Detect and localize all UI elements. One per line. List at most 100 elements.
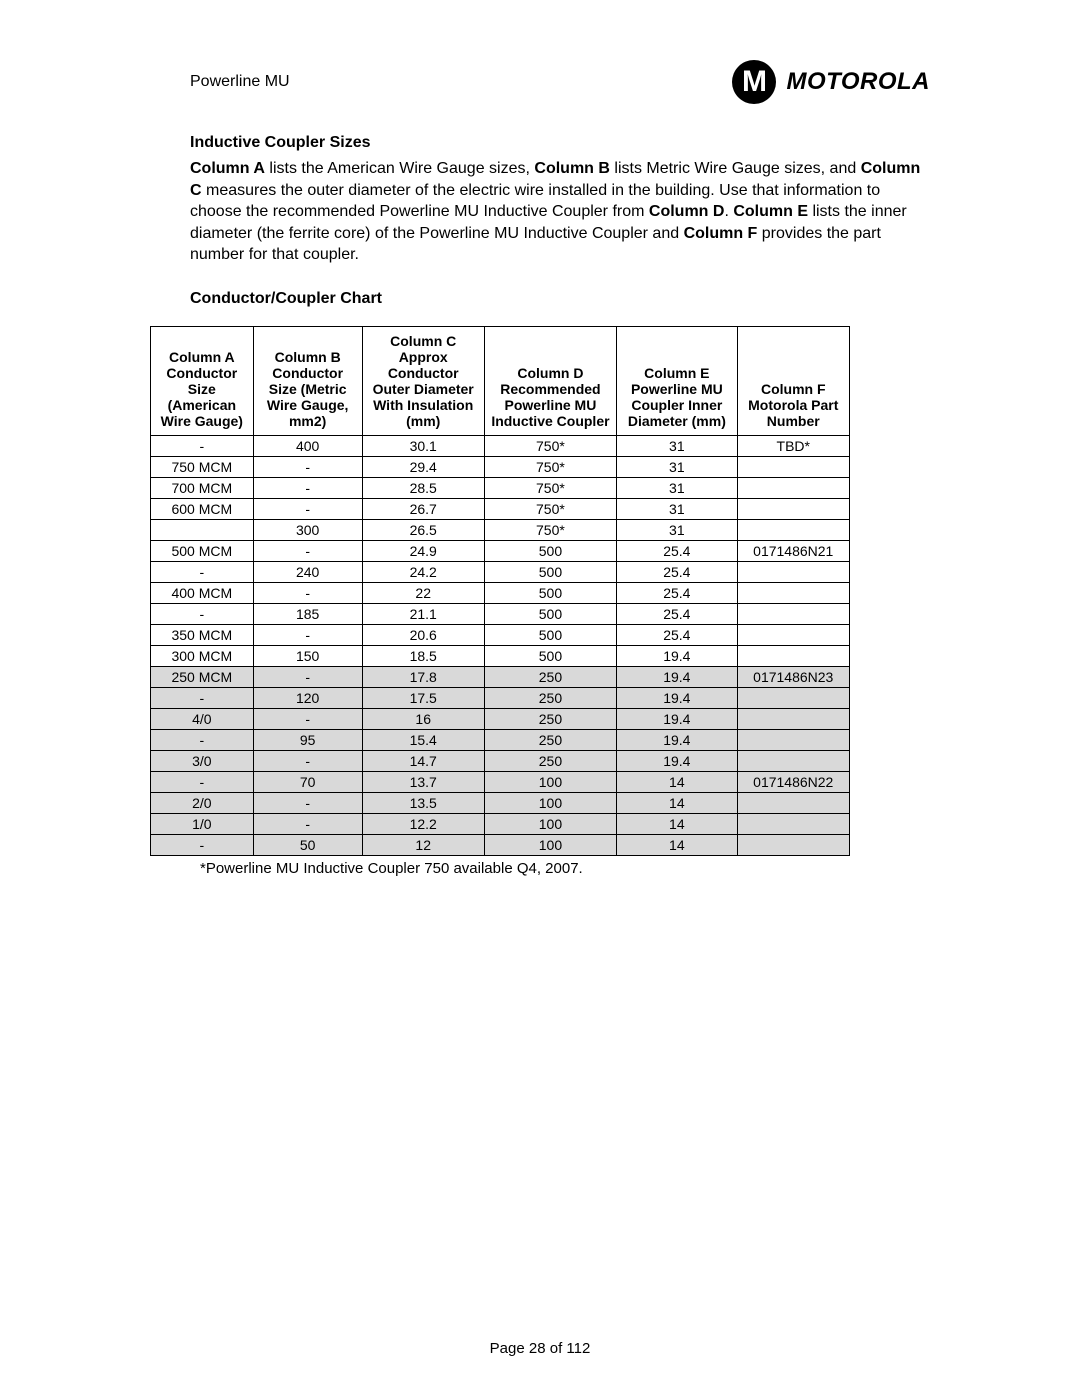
table-row: 750 MCM-29.4750*31 — [151, 456, 850, 477]
table-cell: 100 — [484, 771, 616, 792]
table-cell: 250 — [484, 687, 616, 708]
table-cell: 500 — [484, 582, 616, 603]
table-cell — [737, 729, 849, 750]
table-cell: 350 MCM — [151, 624, 254, 645]
table-cell: - — [253, 477, 362, 498]
chart-title: Conductor/Coupler Chart — [190, 290, 930, 308]
table-cell: - — [151, 603, 254, 624]
bold-text: Column F — [684, 225, 758, 242]
table-row: 700 MCM-28.5750*31 — [151, 477, 850, 498]
bold-text: Column B — [534, 160, 610, 177]
table-cell: 400 MCM — [151, 582, 254, 603]
table-cell: 750* — [484, 519, 616, 540]
motorola-logo-glyph: M — [742, 67, 767, 97]
table-cell: 25.4 — [617, 624, 737, 645]
table-cell: 19.4 — [617, 729, 737, 750]
table-row: 300 MCM15018.550019.4 — [151, 645, 850, 666]
table-cell: 750* — [484, 477, 616, 498]
table-cell: 14 — [617, 834, 737, 855]
table-cell: 150 — [253, 645, 362, 666]
bold-text: Column E — [733, 203, 808, 220]
table-cell: 24.2 — [362, 561, 484, 582]
table-cell: 26.5 — [362, 519, 484, 540]
table-cell — [737, 498, 849, 519]
table-cell: - — [253, 750, 362, 771]
table-cell: 70 — [253, 771, 362, 792]
table-row: 30026.5750*31 — [151, 519, 850, 540]
table-cell: 17.8 — [362, 666, 484, 687]
table-cell: 31 — [617, 456, 737, 477]
table-row: 400 MCM-2250025.4 — [151, 582, 850, 603]
table-row: -12017.525019.4 — [151, 687, 850, 708]
bold-text: Column D — [649, 203, 725, 220]
table-cell: 12.2 — [362, 813, 484, 834]
table-cell — [151, 519, 254, 540]
table-cell: 750* — [484, 498, 616, 519]
table-cell: 240 — [253, 561, 362, 582]
table-header-row: Column A Conductor Size (American Wire G… — [151, 326, 850, 435]
table-cell — [737, 477, 849, 498]
table-header-cell: Column E Powerline MU Coupler Inner Diam… — [617, 326, 737, 435]
page: Powerline MU M MOTOROLA Inductive Couple… — [0, 0, 1080, 1397]
body-text-run: lists Metric Wire Gauge sizes, and — [610, 160, 861, 177]
table-cell: - — [253, 708, 362, 729]
table-cell: 14.7 — [362, 750, 484, 771]
page-number: Page 28 of 112 — [0, 1340, 1080, 1357]
table-cell — [737, 750, 849, 771]
table-cell: 250 — [484, 666, 616, 687]
table-row: 600 MCM-26.7750*31 — [151, 498, 850, 519]
table-cell: 16 — [362, 708, 484, 729]
table-row: 1/0-12.210014 — [151, 813, 850, 834]
table-cell: - — [151, 561, 254, 582]
table-cell: 25.4 — [617, 561, 737, 582]
table-cell: 750* — [484, 456, 616, 477]
table-cell: - — [253, 792, 362, 813]
table-cell: 14 — [617, 813, 737, 834]
table-cell — [737, 645, 849, 666]
table-cell: 25.4 — [617, 540, 737, 561]
table-cell: 100 — [484, 792, 616, 813]
table-cell — [737, 582, 849, 603]
table-row: 500 MCM-24.950025.40171486N21 — [151, 540, 850, 561]
table-row: 2/0-13.510014 — [151, 792, 850, 813]
table-cell: 15.4 — [362, 729, 484, 750]
table-cell: 19.4 — [617, 750, 737, 771]
table-cell: 400 — [253, 435, 362, 456]
table-cell: 13.5 — [362, 792, 484, 813]
table-cell: - — [253, 498, 362, 519]
motorola-logo-icon: M — [732, 60, 776, 104]
table-cell: 17.5 — [362, 687, 484, 708]
table-cell — [737, 624, 849, 645]
table-cell — [737, 813, 849, 834]
table-cell: - — [253, 582, 362, 603]
table-cell: 21.1 — [362, 603, 484, 624]
table-cell: 1/0 — [151, 813, 254, 834]
table-cell: 250 — [484, 750, 616, 771]
table-cell: 600 MCM — [151, 498, 254, 519]
table-cell: 24.9 — [362, 540, 484, 561]
table-cell: 31 — [617, 477, 737, 498]
table-cell: 500 — [484, 603, 616, 624]
table-cell: - — [253, 456, 362, 477]
table-cell: 120 — [253, 687, 362, 708]
table-body: -40030.1750*31TBD*750 MCM-29.4750*31700 … — [151, 435, 850, 855]
table-cell: 95 — [253, 729, 362, 750]
table-cell: - — [253, 813, 362, 834]
table-cell: 0171486N23 — [737, 666, 849, 687]
table-cell: 0171486N21 — [737, 540, 849, 561]
table-cell — [737, 792, 849, 813]
table-row: -40030.1750*31TBD* — [151, 435, 850, 456]
table-cell: - — [253, 540, 362, 561]
body-text-run: . — [724, 203, 733, 220]
table-row: -9515.425019.4 — [151, 729, 850, 750]
body-text-run: lists the American Wire Gauge sizes, — [265, 160, 534, 177]
table-cell: 28.5 — [362, 477, 484, 498]
table-cell: - — [151, 729, 254, 750]
table-cell: 300 — [253, 519, 362, 540]
table-cell: 31 — [617, 498, 737, 519]
motorola-logo: M MOTOROLA — [732, 60, 930, 104]
table-cell: 750 MCM — [151, 456, 254, 477]
table-cell: 185 — [253, 603, 362, 624]
table-footnote: *Powerline MU Inductive Coupler 750 avai… — [200, 860, 930, 877]
table-cell: 500 — [484, 561, 616, 582]
